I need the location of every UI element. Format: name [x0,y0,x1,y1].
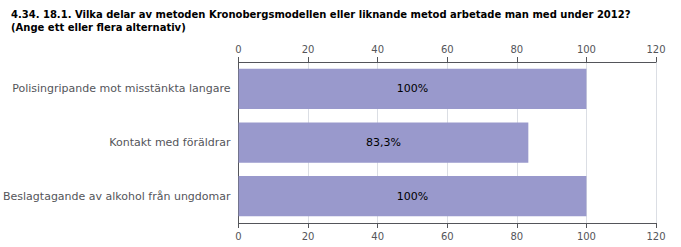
svg-text:100: 100 [577,44,596,55]
svg-text:Beslagtagande av alkohol från: Beslagtagande av alkohol från ungdomar [3,190,231,203]
svg-text:120: 120 [646,44,665,55]
svg-text:80: 80 [510,231,523,242]
svg-text:60: 60 [441,231,454,242]
svg-text:83,3%: 83,3% [366,136,401,149]
svg-text:100: 100 [577,231,596,242]
svg-text:0: 0 [235,231,241,242]
svg-text:4.34. 18.1. Vilka delar av met: 4.34. 18.1. Vilka delar av metoden Krono… [11,9,631,20]
svg-text:20: 20 [302,44,315,55]
svg-text:120: 120 [646,231,665,242]
svg-text:100%: 100% [397,190,428,203]
svg-text:40: 40 [371,231,384,242]
svg-text:60: 60 [441,44,454,55]
svg-text:80: 80 [510,44,523,55]
svg-text:Kontakt med föräldrar: Kontakt med föräldrar [109,136,231,149]
svg-text:Polisingripande mot misstänkta: Polisingripande mot misstänkta langare [12,82,231,95]
svg-text:0: 0 [235,44,241,55]
svg-text:(Ange ett eller flera alternat: (Ange ett eller flera alternativ) [11,22,186,33]
svg-text:100%: 100% [397,82,428,95]
svg-text:20: 20 [302,231,315,242]
svg-text:40: 40 [371,44,384,55]
